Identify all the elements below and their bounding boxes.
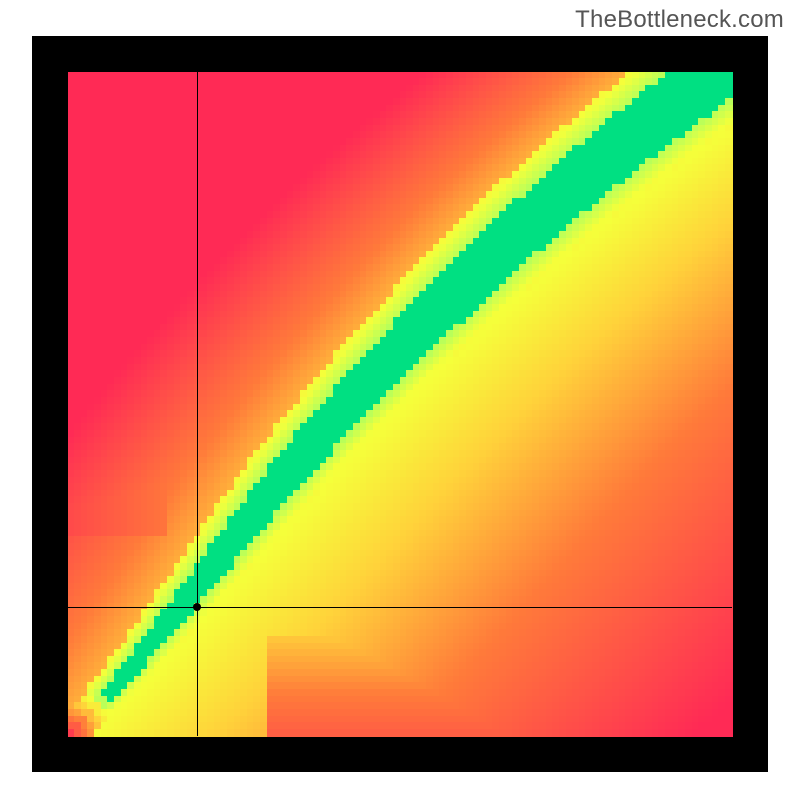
watermark-text: TheBottleneck.com [575, 6, 784, 34]
crosshair-horizontal [68, 607, 732, 608]
crosshair-vertical [197, 72, 198, 736]
bottleneck-heatmap [32, 36, 768, 772]
heatmap-canvas [32, 36, 768, 772]
